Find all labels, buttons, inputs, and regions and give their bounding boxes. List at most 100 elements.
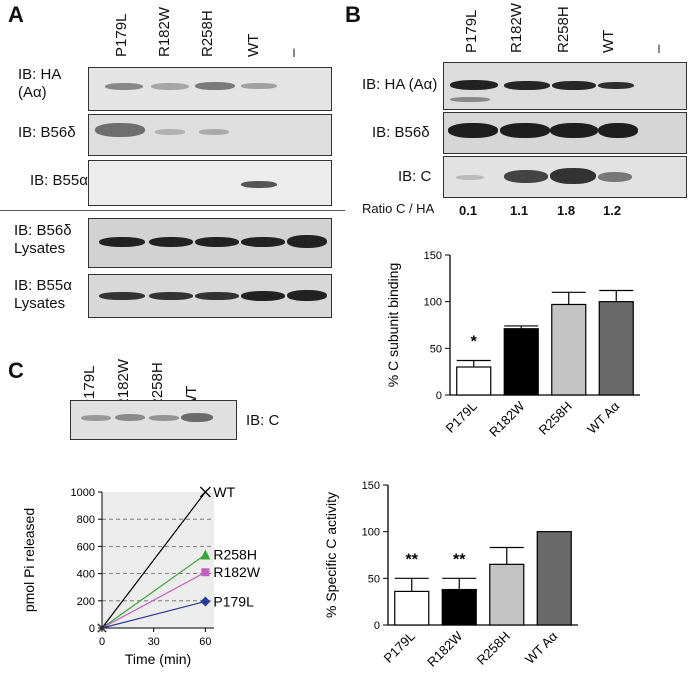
y-tick-label: 50 <box>368 573 380 585</box>
y-tick-label: 0 <box>436 390 442 402</box>
band <box>241 237 285 247</box>
y-axis-label: pmol Pi released <box>21 508 37 612</box>
bar <box>394 590 430 626</box>
band <box>456 175 484 180</box>
y-tick-label: 50 <box>430 343 442 355</box>
blot-label-ha: IB: HA (Aα) <box>18 66 62 101</box>
category-label: R182W <box>486 398 528 440</box>
x-axis-label: Time (min) <box>125 651 191 667</box>
y-axis-label: % C subunit binding <box>385 263 401 388</box>
category-label: WT Aα <box>584 398 623 437</box>
band <box>195 237 239 247</box>
lane-label: P179L <box>463 9 480 53</box>
band <box>241 291 285 301</box>
x-tick-label: 60 <box>199 636 211 648</box>
series-line <box>101 554 206 629</box>
series-label: R258H <box>213 547 257 563</box>
band <box>99 292 145 300</box>
bar <box>536 531 572 626</box>
marker <box>200 549 211 560</box>
x-tick-label: 0 <box>99 636 105 648</box>
band <box>195 82 235 90</box>
blot-label-b55a: IB: B55α <box>30 172 88 189</box>
blot-a-b56d <box>88 114 332 156</box>
chart-c-subunit-binding: 0 50 100 150 * P179L R182W R258H WT Aα % C subuni… <box>385 250 640 440</box>
band <box>450 97 490 102</box>
significance-mark: * <box>471 333 478 350</box>
y-tick-label: 100 <box>362 527 380 539</box>
y-tick-label: 200 <box>77 596 95 608</box>
ratio-value: 1.1 <box>510 203 529 218</box>
blot-label-c: IB: C <box>398 168 432 185</box>
significance-mark: ** <box>406 551 419 568</box>
category-label: P179L <box>381 629 418 666</box>
lane-label: R258H <box>199 10 216 57</box>
lane-label: R258H <box>555 6 572 53</box>
band <box>504 170 548 183</box>
blot-a-b55a-lysates <box>88 274 332 318</box>
series-line <box>101 600 206 629</box>
y-tick-label: 400 <box>77 569 95 581</box>
series-label: P179L <box>213 593 254 609</box>
band <box>241 83 277 89</box>
ratio-label: Ratio C / HA <box>362 201 435 216</box>
ratio-value: 0.1 <box>459 203 478 218</box>
bar <box>503 328 539 396</box>
category-label: R258H <box>474 629 513 668</box>
blot-b-ha <box>443 62 687 110</box>
lane-label: WT <box>600 29 617 53</box>
band <box>550 123 598 138</box>
panel-a-letter: A <box>8 2 24 27</box>
band <box>287 235 327 248</box>
band <box>287 290 327 301</box>
band <box>95 123 145 137</box>
y-tick-label: 0 <box>89 623 95 635</box>
lane-label: – <box>650 44 667 53</box>
bar <box>456 366 492 396</box>
y-tick-label: 600 <box>77 541 95 553</box>
band <box>504 81 550 90</box>
x-tick-label: 30 <box>148 636 160 648</box>
band <box>448 123 498 138</box>
category-label: R182W <box>424 628 466 670</box>
blot-a-b56d-lysates <box>88 218 332 268</box>
y-tick-label: 150 <box>424 250 442 262</box>
panel-c-letter: C <box>8 358 24 383</box>
blot-a-b55a <box>88 160 332 206</box>
band <box>195 292 239 300</box>
y-tick-label: 1000 <box>71 487 95 499</box>
lane-label: R182W <box>508 2 525 53</box>
blot-label-b56d-lysates: IB: B56δ Lysates <box>14 222 72 257</box>
category-label: P179L <box>443 399 480 436</box>
band <box>105 83 143 90</box>
blot-label-b56d: IB: B56δ <box>18 124 76 141</box>
ratio-value: 1.2 <box>603 203 622 218</box>
lane-label: P179L <box>113 13 130 57</box>
series-label: WT <box>213 484 235 500</box>
blot-label-b55a-lysates: IB: B55α Lysates <box>14 277 72 312</box>
band <box>181 413 213 422</box>
blot-c-c <box>70 400 237 440</box>
band <box>81 415 111 421</box>
blot-b-c <box>443 156 687 198</box>
band <box>500 123 550 138</box>
band <box>550 168 596 184</box>
marker <box>199 486 211 498</box>
category-label: R258H <box>536 399 575 438</box>
band <box>598 172 632 182</box>
y-tick-label: 800 <box>77 514 95 526</box>
lane-label: – <box>285 48 302 57</box>
lane-label: WT <box>245 33 262 57</box>
series-line <box>101 571 206 629</box>
bar <box>551 303 587 396</box>
bar <box>598 301 634 396</box>
band <box>241 181 277 188</box>
band <box>151 83 189 90</box>
band <box>552 81 596 90</box>
blot-label-b56d: IB: B56δ <box>372 124 430 141</box>
band <box>598 82 634 89</box>
bar <box>489 563 525 626</box>
chart-specific-c-activity: 0 50 100 150 ** P179L ** R182W R258H WT Aα % Speci… <box>323 480 578 670</box>
band <box>99 237 145 247</box>
